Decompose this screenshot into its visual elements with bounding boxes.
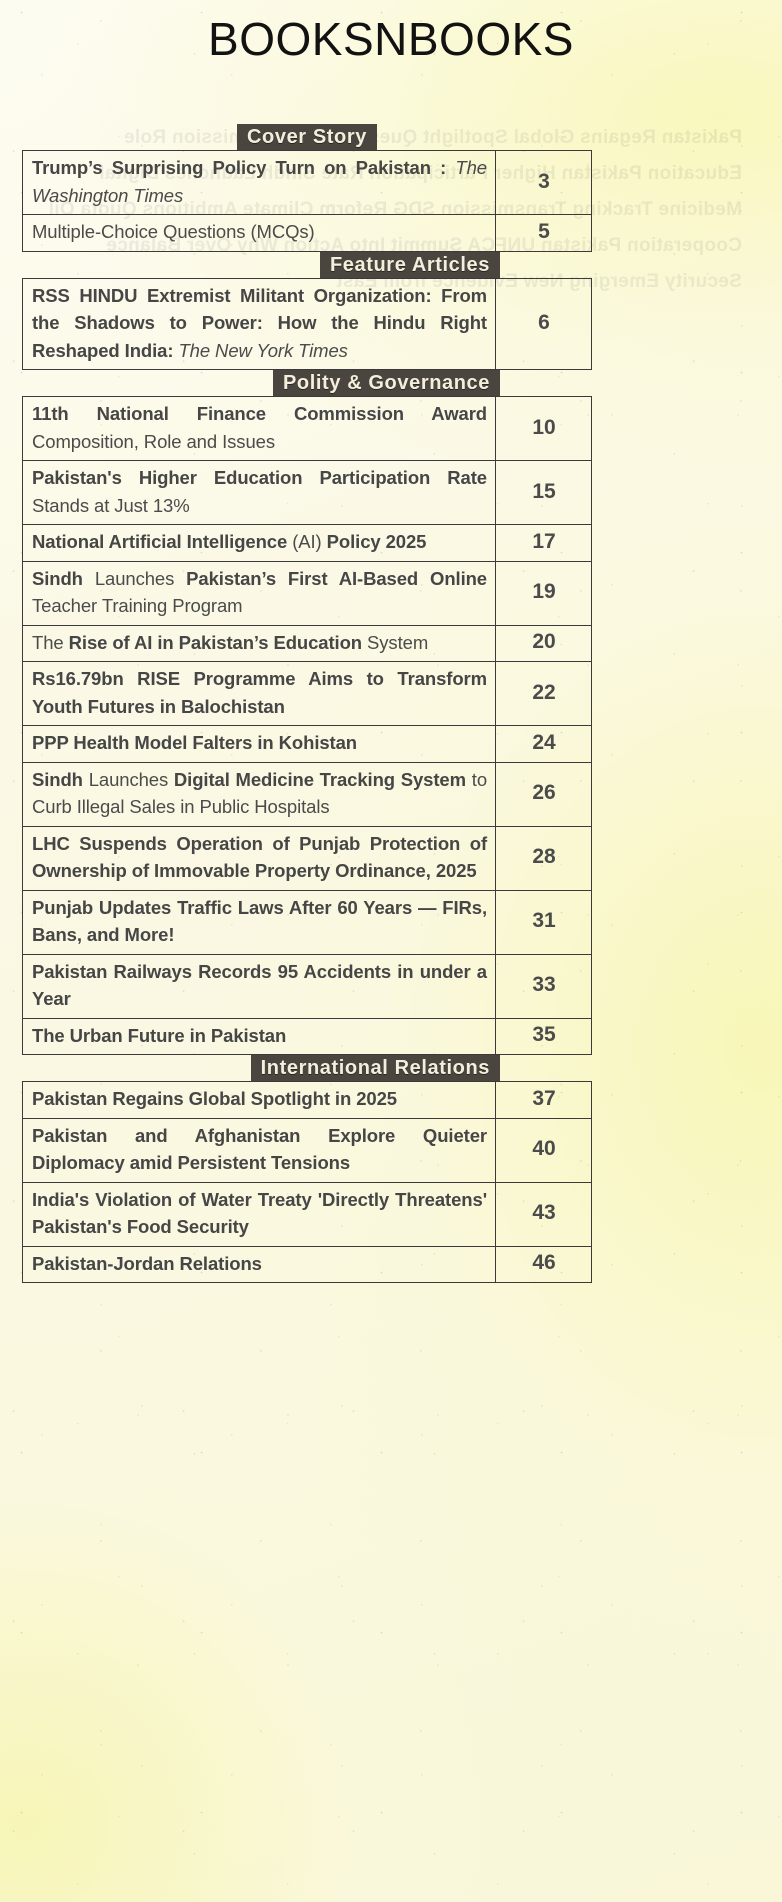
entry-title[interactable]: The Urban Future in Pakistan [22, 1017, 496, 1055]
entry-title[interactable]: Trump’s Surprising Policy Turn on Pakist… [22, 150, 496, 215]
entry-title[interactable]: PPP Health Model Falters in Kohistan [22, 725, 496, 763]
table-of-contents: Cover Story Trump’s Surprising Policy Tu… [22, 124, 592, 1283]
entry-title[interactable]: 11th National Finance Commission Award C… [22, 396, 496, 461]
table-row[interactable]: Sindh Launches Digital Medicine Tracking… [22, 761, 592, 827]
section-table-feature-articles: RSS HINDU Extremist Militant Organizatio… [22, 277, 592, 371]
table-row[interactable]: Multiple-Choice Questions (MCQs) 5 [22, 214, 592, 252]
entry-page-number: 3 [495, 150, 592, 215]
entry-title[interactable]: Sindh Launches Pakistan’s First AI-Based… [22, 560, 496, 626]
table-row[interactable]: Punjab Updates Traffic Laws After 60 Yea… [22, 889, 592, 955]
entry-title[interactable]: Pakistan and Afghanistan Explore Quieter… [22, 1117, 496, 1183]
entry-title[interactable]: Multiple-Choice Questions (MCQs) [22, 214, 496, 252]
table-row[interactable]: Sindh Launches Pakistan’s First AI-Based… [22, 560, 592, 626]
section-banner-international-relations: International Relations [250, 1055, 500, 1081]
table-row[interactable]: Rs16.79bn RISE Programme Aims to Transfo… [22, 661, 592, 726]
entry-page-number: 40 [495, 1117, 592, 1183]
entry-title[interactable]: Sindh Launches Digital Medicine Tracking… [22, 761, 496, 827]
entry-page-number: 43 [495, 1181, 592, 1247]
section-banner-row: Feature Articles [22, 251, 592, 278]
entry-title[interactable]: Pakistan's Higher Education Participatio… [22, 460, 496, 525]
table-row[interactable]: India's Violation of Water Treaty 'Direc… [22, 1181, 592, 1247]
section-banner-feature-articles: Feature Articles [319, 251, 500, 278]
entry-page-number: 26 [495, 761, 592, 827]
entry-page-number: 33 [495, 953, 592, 1019]
table-row[interactable]: The Urban Future in Pakistan 35 [22, 1017, 592, 1055]
table-row[interactable]: Pakistan's Higher Education Participatio… [22, 460, 592, 525]
masthead-title: BOOKSNBOOKS [208, 13, 574, 65]
section-table-cover-story: Trump’s Surprising Policy Turn on Pakist… [22, 150, 592, 252]
section-banner-row: International Relations [22, 1055, 592, 1081]
entry-page-number: 37 [495, 1081, 592, 1119]
entry-title[interactable]: LHC Suspends Operation of Punjab Protect… [22, 825, 496, 891]
section-banner-row: Polity & Governance [22, 370, 592, 396]
section-table-international-relations: Pakistan Regains Global Spotlight in 202… [22, 1081, 592, 1283]
entry-title[interactable]: The Rise of AI in Pakistan’s Education S… [22, 624, 496, 662]
entry-title[interactable]: Pakistan-Jordan Relations [22, 1245, 496, 1283]
entry-page-number: 22 [495, 661, 592, 726]
entry-title[interactable]: India's Violation of Water Treaty 'Direc… [22, 1181, 496, 1247]
entry-page-number: 19 [495, 560, 592, 626]
table-row[interactable]: Pakistan-Jordan Relations 46 [22, 1245, 592, 1283]
section-banner-row: Cover Story [22, 124, 592, 150]
table-row[interactable]: The Rise of AI in Pakistan’s Education S… [22, 624, 592, 662]
table-row[interactable]: National Artificial Intelligence (AI) Po… [22, 524, 592, 562]
entry-title[interactable]: Pakistan Railways Records 95 Accidents i… [22, 953, 496, 1019]
table-row[interactable]: RSS HINDU Extremist Militant Organizatio… [22, 277, 592, 370]
entry-page-number: 20 [495, 624, 592, 662]
entry-title[interactable]: National Artificial Intelligence (AI) Po… [22, 524, 496, 562]
entry-page-number: 5 [495, 214, 592, 252]
section-banner-cover-story: Cover Story [237, 124, 377, 150]
table-row[interactable]: PPP Health Model Falters in Kohistan 24 [22, 725, 592, 763]
table-row[interactable]: 11th National Finance Commission Award C… [22, 396, 592, 461]
table-row[interactable]: Pakistan Railways Records 95 Accidents i… [22, 953, 592, 1019]
table-row[interactable]: Trump’s Surprising Policy Turn on Pakist… [22, 150, 592, 215]
entry-page-number: 28 [495, 825, 592, 891]
entry-page-number: 15 [495, 460, 592, 525]
entry-title[interactable]: Punjab Updates Traffic Laws After 60 Yea… [22, 889, 496, 955]
table-row[interactable]: Pakistan and Afghanistan Explore Quieter… [22, 1117, 592, 1183]
entry-page-number: 46 [495, 1245, 592, 1283]
entry-page-number: 17 [495, 524, 592, 562]
entry-page-number: 24 [495, 725, 592, 763]
entry-page-number: 35 [495, 1017, 592, 1055]
entry-title[interactable]: Pakistan Regains Global Spotlight in 202… [22, 1081, 496, 1119]
section-table-polity-governance: 11th National Finance Commission Award C… [22, 396, 592, 1055]
entry-page-number: 31 [495, 889, 592, 955]
entry-page-number: 6 [495, 277, 592, 370]
table-row[interactable]: LHC Suspends Operation of Punjab Protect… [22, 825, 592, 891]
entry-page-number: 10 [495, 396, 592, 461]
table-row[interactable]: Pakistan Regains Global Spotlight in 202… [22, 1081, 592, 1119]
entry-title[interactable]: Rs16.79bn RISE Programme Aims to Transfo… [22, 661, 496, 726]
section-banner-polity-governance: Polity & Governance [272, 370, 500, 396]
entry-title[interactable]: RSS HINDU Extremist Militant Organizatio… [22, 277, 496, 370]
